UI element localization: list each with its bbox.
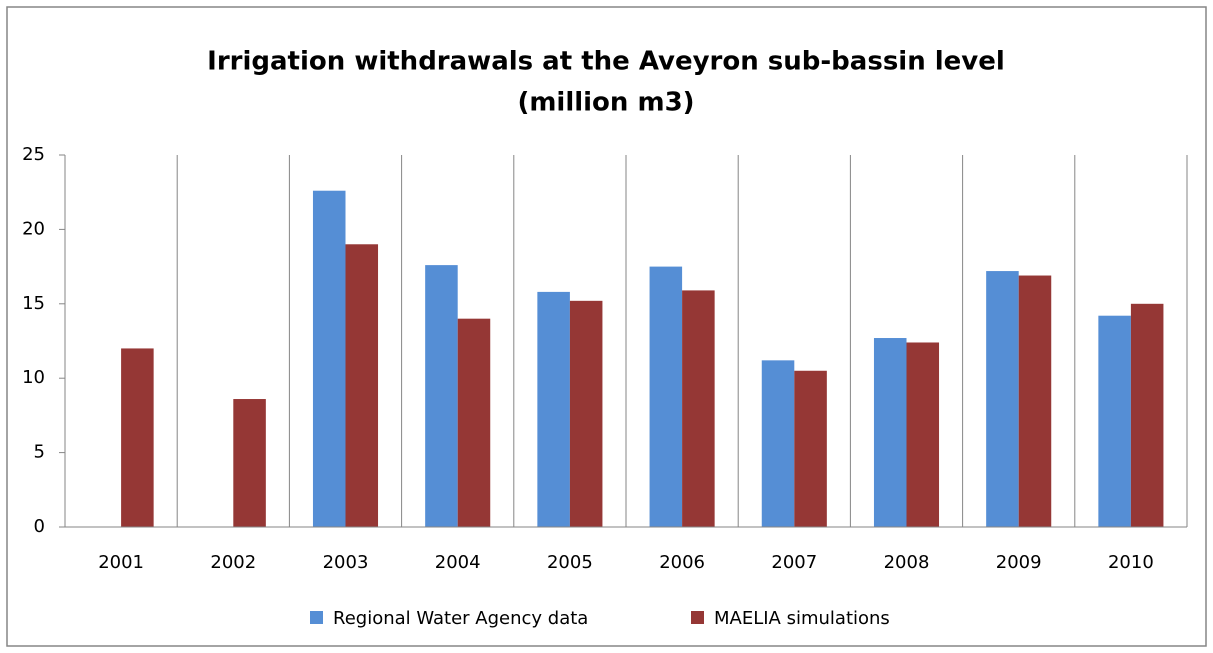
y-tick-label: 15 <box>22 293 45 314</box>
y-tick-label: 25 <box>22 144 45 165</box>
bar <box>425 265 458 527</box>
bar <box>1130 303 1164 527</box>
bar <box>682 290 715 527</box>
x-tick-label: 2003 <box>323 552 369 573</box>
bar <box>1098 315 1131 527</box>
x-tick-label: 2010 <box>1108 552 1154 573</box>
x-tick-label: 2009 <box>996 552 1042 573</box>
bar <box>345 244 379 527</box>
y-tick-label: 5 <box>34 442 45 463</box>
legend-swatch <box>691 611 704 624</box>
x-tick-label: 2004 <box>435 552 481 573</box>
bar <box>873 338 907 527</box>
x-tick-label: 2007 <box>771 552 817 573</box>
x-tick-label: 2008 <box>884 552 930 573</box>
y-tick-label: 0 <box>34 516 45 537</box>
legend-label: MAELIA simulations <box>714 608 890 629</box>
bar <box>794 370 827 527</box>
bar <box>761 360 795 527</box>
legend-swatch <box>310 611 323 624</box>
y-tick-label: 10 <box>22 367 45 388</box>
bar <box>457 318 491 527</box>
legend-label: Regional Water Agency data <box>333 608 588 629</box>
chart-title: Irrigation withdrawals at the Aveyron su… <box>207 47 1005 77</box>
x-tick-label: 2002 <box>210 552 256 573</box>
bar <box>121 348 154 527</box>
bar <box>537 291 570 527</box>
bar <box>986 271 1019 527</box>
x-tick-label: 2005 <box>547 552 593 573</box>
y-tick-label: 20 <box>22 218 45 239</box>
bar <box>312 190 346 527</box>
bar <box>906 342 940 527</box>
bar <box>1018 275 1052 527</box>
x-tick-label: 2006 <box>659 552 705 573</box>
bar <box>569 300 603 527</box>
chart-title: (million m3) <box>517 88 694 118</box>
x-tick-label: 2001 <box>98 552 144 573</box>
bar <box>233 399 266 527</box>
bar <box>649 266 683 527</box>
